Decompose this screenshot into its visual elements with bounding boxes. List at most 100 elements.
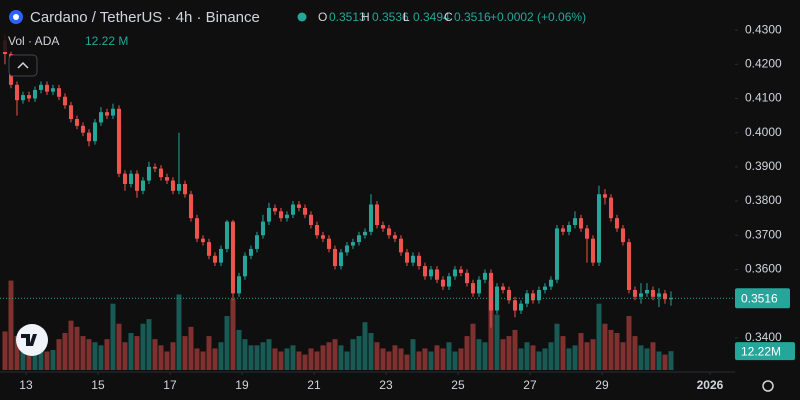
ohlc-value: 0.3494 <box>413 10 450 24</box>
candle-body <box>650 289 655 297</box>
volume-bar <box>638 345 644 370</box>
plot-area <box>0 33 735 370</box>
candle-body <box>188 194 193 219</box>
candle-body <box>662 293 667 300</box>
candle-body <box>308 214 313 226</box>
volume-bar <box>110 303 116 370</box>
x-tick-label: 21 <box>307 378 321 392</box>
volume-bar <box>332 339 338 370</box>
candle-body <box>578 218 583 229</box>
volume-bar <box>128 333 134 370</box>
candle-body <box>20 95 25 101</box>
candle-body <box>224 221 229 249</box>
volume-bar <box>230 299 236 370</box>
candle-body <box>110 108 115 116</box>
legend-backdrop <box>0 4 690 52</box>
volume-bar <box>2 331 8 370</box>
candle-body <box>194 218 199 239</box>
candle-body <box>518 303 523 311</box>
candle-body <box>230 221 235 294</box>
volume-bar <box>596 303 602 370</box>
candle-body <box>350 242 355 246</box>
candle-body <box>68 105 73 120</box>
volume-bar <box>50 349 56 370</box>
collapse-button[interactable] <box>8 54 38 77</box>
symbol-icon-dot <box>13 14 19 20</box>
candle-body <box>86 132 91 142</box>
volume-bar <box>656 351 662 370</box>
volume-bar <box>512 329 518 370</box>
candle-body <box>530 293 535 301</box>
volume-bar <box>86 339 92 370</box>
candle-body <box>134 173 139 191</box>
candle-body <box>380 225 385 229</box>
volume-bar <box>650 342 656 370</box>
candle-body <box>338 252 343 267</box>
y-tick-label: 0.3600 <box>745 262 782 276</box>
x-tick-label: 27 <box>523 378 537 392</box>
candle-body <box>524 293 529 304</box>
candle-body <box>80 125 85 133</box>
settings-icon[interactable] <box>762 380 774 392</box>
candle-body <box>314 225 319 236</box>
volume-bar <box>662 354 668 370</box>
volume-bar <box>476 339 482 370</box>
volume-bar <box>146 319 152 370</box>
candle-body <box>236 276 241 294</box>
candle-body <box>218 248 223 263</box>
volume-bar <box>308 348 314 370</box>
candle-body <box>644 289 649 294</box>
candle-body <box>656 293 661 297</box>
candle-body <box>470 283 475 294</box>
candle-body <box>146 166 151 181</box>
volume-bar <box>380 348 386 370</box>
candle-body <box>506 289 511 301</box>
collapse-icon <box>17 61 29 69</box>
volume-bar <box>302 354 308 370</box>
volume-bar <box>392 345 398 370</box>
x-tick-label: 23 <box>379 378 393 392</box>
candle-body <box>488 272 493 311</box>
volume-bar <box>356 336 362 370</box>
volume-bar <box>26 354 32 370</box>
candle-body <box>494 286 499 311</box>
price-axis-bg <box>735 0 800 400</box>
candle-body <box>584 228 589 239</box>
candle-body <box>542 286 547 290</box>
candle-body <box>434 269 439 280</box>
candle-body <box>638 293 643 297</box>
candle-body <box>158 168 163 178</box>
volume-bar <box>350 339 356 370</box>
volume-bar <box>278 351 284 370</box>
volume-bar <box>470 323 476 370</box>
candle-body <box>44 84 49 92</box>
price-tag <box>735 288 790 309</box>
candle-body <box>296 204 301 208</box>
volume-bar <box>668 351 674 370</box>
candle-body <box>116 108 121 174</box>
volume-bar <box>320 345 326 370</box>
volume-bar <box>92 342 98 370</box>
candle-body <box>626 242 631 290</box>
symbol-title[interactable]: Cardano / TetherUS · 4h · Binance <box>30 9 260 26</box>
candle-body <box>200 238 205 243</box>
market-status[interactable] <box>297 12 307 22</box>
volume-bar <box>500 339 506 370</box>
candle-body <box>548 279 553 287</box>
volume-bar <box>80 336 86 370</box>
candle-body <box>164 177 169 181</box>
volume-bar <box>368 333 374 370</box>
x-tick-label: 2026 <box>697 378 724 392</box>
volume-bar <box>428 351 434 370</box>
candle-body <box>512 300 517 311</box>
volume-bar <box>494 314 500 370</box>
volume-bar <box>290 345 296 370</box>
change: +0.0002 (+0.06%) <box>490 10 586 24</box>
volume-bar <box>530 345 536 370</box>
candle-body <box>254 235 259 249</box>
y-tick-label: 0.4100 <box>745 91 782 105</box>
volume-bar <box>170 342 176 370</box>
candle-body <box>608 197 613 219</box>
volume-bar <box>452 351 458 370</box>
